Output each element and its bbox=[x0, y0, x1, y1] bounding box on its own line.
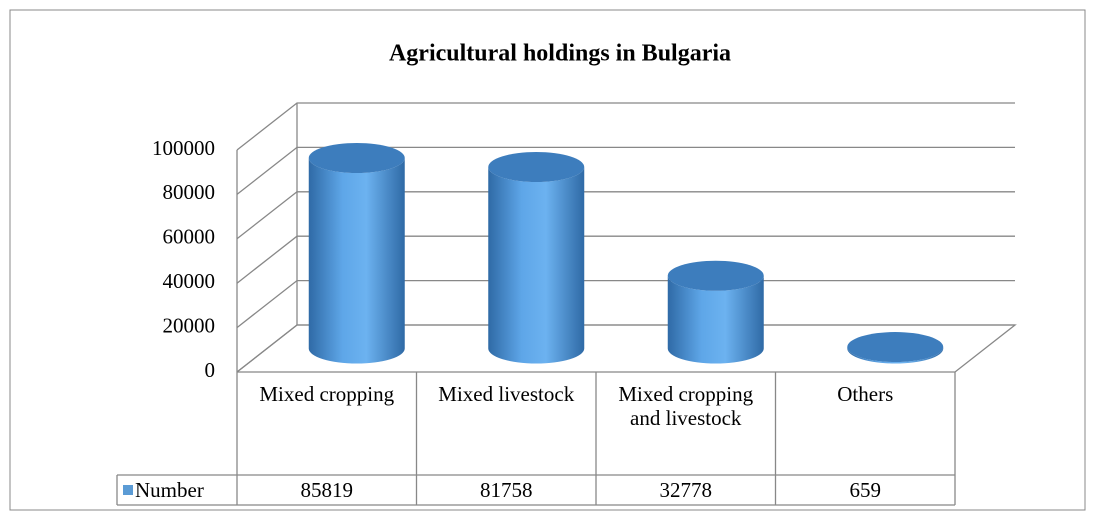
cylinder-top bbox=[308, 142, 405, 173]
category-label: Others bbox=[837, 382, 894, 406]
y-tick-label: 40000 bbox=[163, 269, 216, 293]
legend-label: Number bbox=[135, 478, 204, 502]
y-tick-label: 100000 bbox=[152, 136, 215, 160]
cylinder-top bbox=[847, 332, 944, 363]
cylinder bbox=[308, 157, 405, 364]
grid-line bbox=[236, 102, 1015, 151]
y-tick-label: 20000 bbox=[163, 313, 216, 337]
cylinder bbox=[488, 166, 585, 364]
data-table-value: 81758 bbox=[480, 478, 533, 502]
y-tick-label: 80000 bbox=[163, 180, 216, 204]
cylinder-top bbox=[667, 260, 764, 291]
legend-key bbox=[123, 485, 133, 495]
grid-line bbox=[236, 146, 1015, 195]
grid-line bbox=[236, 324, 1015, 373]
chart-border bbox=[9, 9, 1086, 511]
y-tick-label: 0 bbox=[205, 358, 216, 382]
grid-line bbox=[236, 191, 1015, 240]
cylinder-top bbox=[488, 151, 585, 182]
category-label: Mixed cropping and livestock bbox=[618, 382, 754, 430]
data-table-value: 659 bbox=[849, 478, 882, 502]
data-table-value: 85819 bbox=[300, 478, 354, 502]
category-label: Mixed livestock bbox=[438, 382, 575, 406]
chart-title: Agricultural holdings in Bulgaria bbox=[389, 41, 731, 67]
y-tick-label: 60000 bbox=[163, 225, 216, 249]
grid-line bbox=[236, 279, 1015, 329]
category-label: Mixed cropping bbox=[259, 382, 395, 406]
cylinder bbox=[667, 275, 764, 364]
data-table-value: 32778 bbox=[659, 478, 713, 502]
grid-line bbox=[236, 235, 1015, 284]
